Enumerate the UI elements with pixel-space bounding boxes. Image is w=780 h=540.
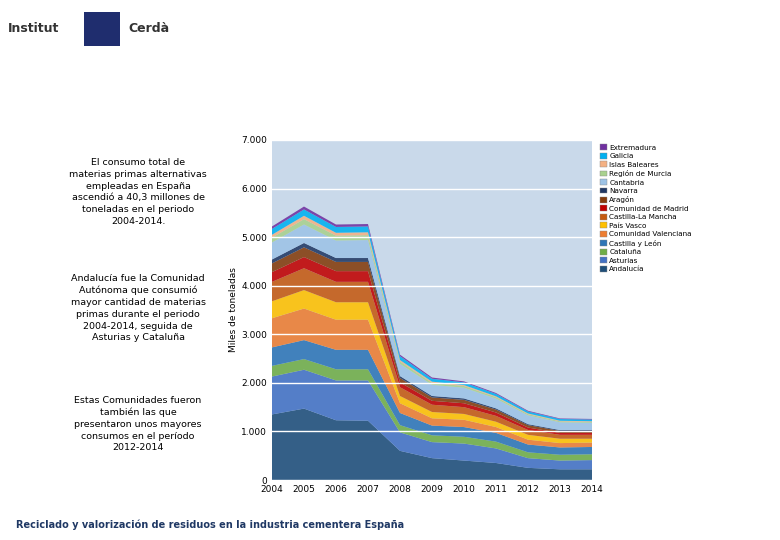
Text: Figura 11. Evolución del consumo total en España de materias primas alternativas: Figura 11. Evolución del consumo total e… — [98, 83, 685, 105]
Y-axis label: Miles de toneladas: Miles de toneladas — [229, 267, 239, 353]
Text: Reciclado y valorización de residuos en la industria cementera España: Reciclado y valorización de residuos en … — [16, 519, 404, 530]
Bar — [84, 12, 120, 46]
Text: Andalucía fue la Comunidad
Autónoma que consumió
mayor cantidad de materias
prim: Andalucía fue la Comunidad Autónoma que … — [70, 274, 205, 342]
Text: Institut: Institut — [8, 23, 59, 36]
Text: Estas Comunidades fueron
también las que
presentaron unos mayores
consumos en el: Estas Comunidades fueron también las que… — [74, 395, 202, 453]
Text: Consumo de materias primas alternativas en cementeras: Consumo de materias primas alternativas … — [260, 22, 734, 37]
Text: Cerdà: Cerdà — [128, 23, 169, 36]
Text: El consumo total de
materias primas alternativas
empleadas en España
ascendió a : El consumo total de materias primas alte… — [69, 158, 207, 226]
Legend: Extremadura, Galicia, Islas Baleares, Región de Murcia, Cantabria, Navarra, Arag: Extremadura, Galicia, Islas Baleares, Re… — [600, 144, 693, 273]
